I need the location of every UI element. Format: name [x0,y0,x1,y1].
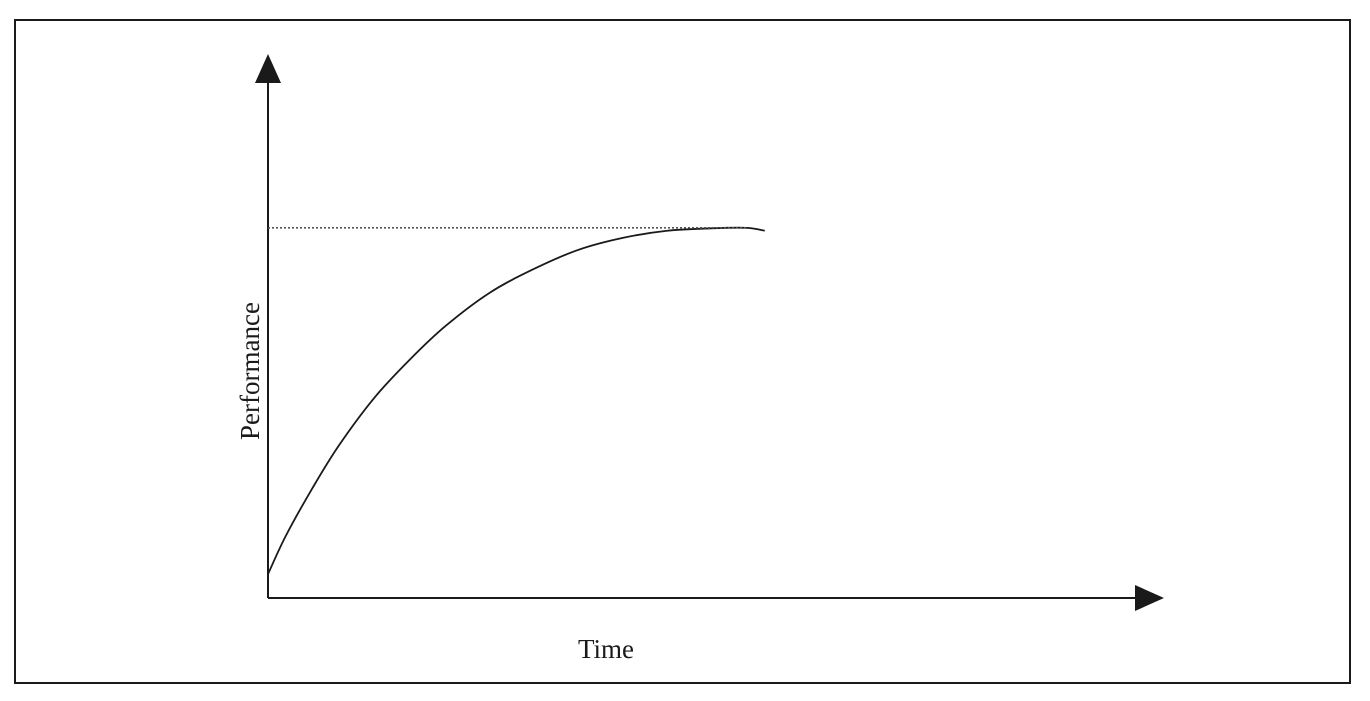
y-axis-arrowhead [255,54,281,83]
y-axis-label: Performance [235,302,265,440]
x-axis-arrowhead [1135,585,1164,611]
performance-curve [267,226,765,575]
figure-frame [14,19,1351,684]
x-axis-label: Time [578,634,634,664]
series-layer [267,226,765,575]
